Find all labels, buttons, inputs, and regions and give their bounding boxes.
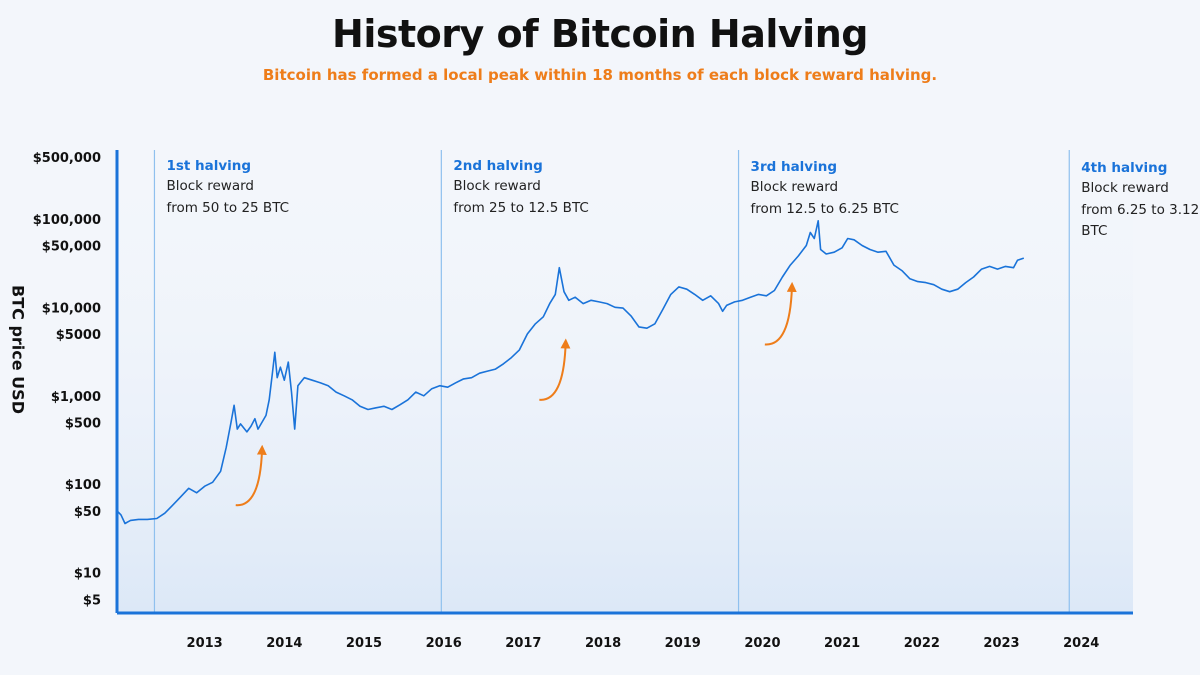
y-tick-label: $50 — [74, 505, 101, 520]
x-tick-label: 2016 — [426, 636, 462, 651]
halving-text-line1: Block reward — [166, 178, 254, 194]
chart-title: History of Bitcoin Halving — [332, 12, 868, 56]
x-tick-label: 2015 — [346, 636, 382, 651]
x-tick-label: 2019 — [665, 636, 701, 651]
x-tick-label: 2020 — [744, 636, 780, 651]
x-tick-label: 2013 — [187, 636, 223, 651]
halving-text-line1: Block reward — [453, 178, 541, 194]
y-tick-label: $500 — [65, 416, 101, 431]
x-tick-label: 2014 — [266, 636, 302, 651]
chart-subtitle: Bitcoin has formed a local peak within 1… — [262, 66, 938, 84]
y-tick-label: $1,000 — [51, 390, 101, 405]
y-tick-label: $5000 — [56, 328, 101, 343]
plot-background — [117, 150, 1133, 613]
halving-title: 3rd halving — [751, 159, 837, 175]
halving-text-line1: Block reward — [751, 179, 839, 195]
x-tick-label: 2023 — [983, 636, 1019, 651]
y-tick-label: $5 — [83, 593, 101, 608]
halving-text-line3: BTC — [1081, 223, 1107, 239]
x-tick-label: 2021 — [824, 636, 860, 651]
y-tick-label: $500,000 — [33, 151, 101, 166]
price-line — [116, 220, 1025, 525]
x-tick-label: 2018 — [585, 636, 621, 651]
y-tick-label: $10 — [74, 567, 101, 582]
y-tick-label: $100 — [65, 478, 101, 493]
halving-title: 1st halving — [166, 158, 251, 174]
y-tick-label: $100,000 — [33, 213, 101, 228]
y-tick-label: $10,000 — [42, 301, 101, 316]
halving-text-line1: Block reward — [1081, 180, 1169, 196]
peak-arrow — [235, 444, 267, 507]
halving-text-line2: from 12.5 to 6.25 BTC — [751, 201, 899, 217]
halving-title: 4th halving — [1081, 160, 1167, 176]
peak-arrow — [764, 281, 797, 346]
x-tick-label: 2022 — [904, 636, 940, 651]
peak-arrow — [539, 338, 571, 401]
x-tick-label: 2017 — [505, 636, 541, 651]
halving-title: 2nd halving — [453, 158, 542, 174]
y-tick-label: $50,000 — [42, 239, 101, 254]
halving-text-line2: from 6.25 to 3.125 — [1081, 202, 1200, 218]
halving-text-line2: from 50 to 25 BTC — [166, 200, 289, 216]
halving-text-line2: from 25 to 12.5 BTC — [453, 200, 589, 216]
x-tick-label: 2024 — [1063, 636, 1099, 651]
